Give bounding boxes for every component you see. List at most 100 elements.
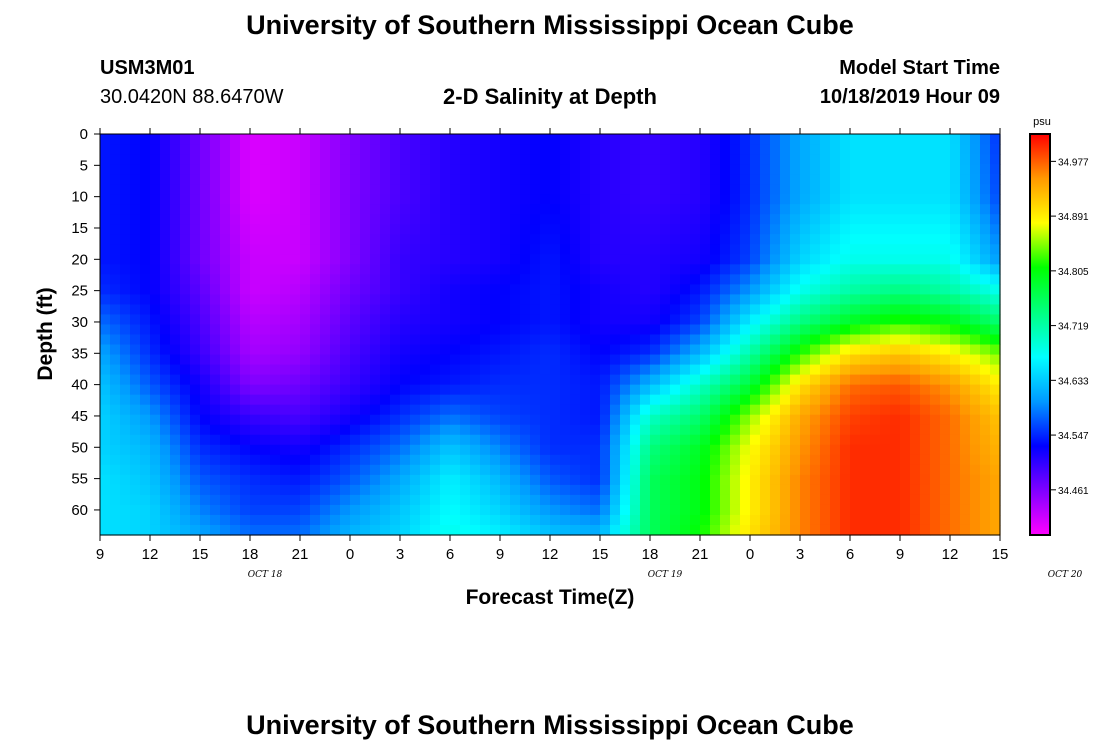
heatmap-cell <box>150 184 161 195</box>
heatmap-cell <box>890 134 901 145</box>
heatmap-cell <box>200 484 211 496</box>
heatmap-cell <box>830 444 841 456</box>
heatmap-cell <box>230 184 241 195</box>
heatmap-cell <box>840 214 851 225</box>
heatmap-cell <box>550 214 561 225</box>
heatmap-cell <box>250 244 261 255</box>
heatmap-cell <box>300 154 311 165</box>
heatmap-cell <box>350 274 361 285</box>
heatmap-cell <box>390 334 401 346</box>
heatmap-cell <box>710 284 721 296</box>
heatmap-cell <box>440 174 451 185</box>
heatmap-cell <box>340 374 351 386</box>
heatmap-cell <box>550 144 561 155</box>
heatmap-cell <box>830 224 841 235</box>
heatmap-cell <box>470 174 481 185</box>
heatmap-cell <box>580 454 591 466</box>
heatmap-cell <box>990 374 1001 386</box>
heatmap-cell <box>610 404 621 416</box>
heatmap-cell <box>760 184 771 195</box>
heatmap-cell <box>270 384 281 396</box>
heatmap-cell <box>680 174 691 185</box>
heatmap-cell <box>740 274 751 285</box>
heatmap-cell <box>230 344 241 356</box>
plot-title: 2-D Salinity at Depth <box>443 84 657 109</box>
heatmap-cell <box>150 464 161 476</box>
heatmap-cell <box>100 404 111 416</box>
heatmap-cell <box>850 254 861 265</box>
heatmap-cell <box>930 254 941 265</box>
heatmap-cell <box>180 284 191 296</box>
heatmap-cell <box>400 354 411 366</box>
heatmap-cell <box>460 514 471 526</box>
heatmap-cell <box>400 334 411 346</box>
heatmap-cell <box>590 274 601 285</box>
heatmap-cell <box>120 194 131 205</box>
heatmap-cell <box>850 244 861 255</box>
heatmap-cell <box>230 414 241 426</box>
heatmap-cell <box>840 134 851 145</box>
heatmap-cell <box>470 384 481 396</box>
heatmap-cell <box>540 194 551 205</box>
heatmap-cell <box>710 164 721 175</box>
heatmap-cell <box>730 394 741 406</box>
heatmap-cell <box>640 294 651 306</box>
heatmap-cell <box>560 224 571 235</box>
heatmap-cell <box>980 454 991 466</box>
heatmap-cell <box>330 394 341 406</box>
heatmap-cell <box>180 324 191 336</box>
heatmap-cell <box>280 454 291 466</box>
heatmap-cell <box>780 304 791 316</box>
heatmap-cell <box>900 434 911 446</box>
heatmap-cell <box>930 224 941 235</box>
heatmap-cell <box>300 424 311 436</box>
heatmap-cell <box>730 234 741 245</box>
heatmap-cell <box>290 484 301 496</box>
heatmap-cell <box>750 504 761 516</box>
heatmap-cell <box>670 134 681 145</box>
heatmap-cell <box>450 314 461 326</box>
heatmap-cell <box>520 484 531 496</box>
heatmap-cell <box>700 234 711 245</box>
heatmap-cell <box>490 364 501 376</box>
heatmap-cell <box>890 384 901 396</box>
heatmap-cell <box>230 174 241 185</box>
heatmap-cell <box>320 384 331 396</box>
heatmap-cell <box>760 514 771 526</box>
heatmap-cell <box>480 234 491 245</box>
heatmap-cell <box>910 294 921 306</box>
heatmap-cell <box>550 254 561 265</box>
heatmap-cell <box>930 494 941 506</box>
heatmap-cell <box>160 264 171 275</box>
heatmap-cell <box>200 274 211 285</box>
heatmap-cell <box>370 434 381 446</box>
heatmap-cell <box>230 194 241 205</box>
heatmap-cell <box>160 494 171 506</box>
heatmap-cell <box>880 254 891 265</box>
heatmap-cell <box>800 204 811 215</box>
heatmap-cell <box>180 334 191 346</box>
heatmap-cell <box>790 294 801 306</box>
heatmap-cell <box>550 174 561 185</box>
heatmap-cell <box>590 344 601 356</box>
heatmap-cell <box>330 484 341 496</box>
heatmap-cell <box>740 514 751 526</box>
heatmap-cell <box>660 424 671 436</box>
heatmap-cell <box>510 514 521 526</box>
heatmap-cell <box>960 484 971 496</box>
heatmap-cell <box>190 444 201 456</box>
heatmap-cell <box>420 234 431 245</box>
heatmap-cell <box>220 144 231 155</box>
heatmap-cell <box>410 394 421 406</box>
heatmap-cell <box>310 434 321 446</box>
heatmap-cell <box>240 304 251 316</box>
heatmap-cell <box>550 324 561 336</box>
heatmap-cell <box>220 394 231 406</box>
heatmap-cell <box>210 364 221 376</box>
heatmap-cell <box>250 314 261 326</box>
heatmap-cell <box>410 224 421 235</box>
heatmap-cell <box>880 164 891 175</box>
heatmap-cell <box>320 154 331 165</box>
heatmap-cell <box>820 314 831 326</box>
heatmap-cell <box>780 294 791 306</box>
